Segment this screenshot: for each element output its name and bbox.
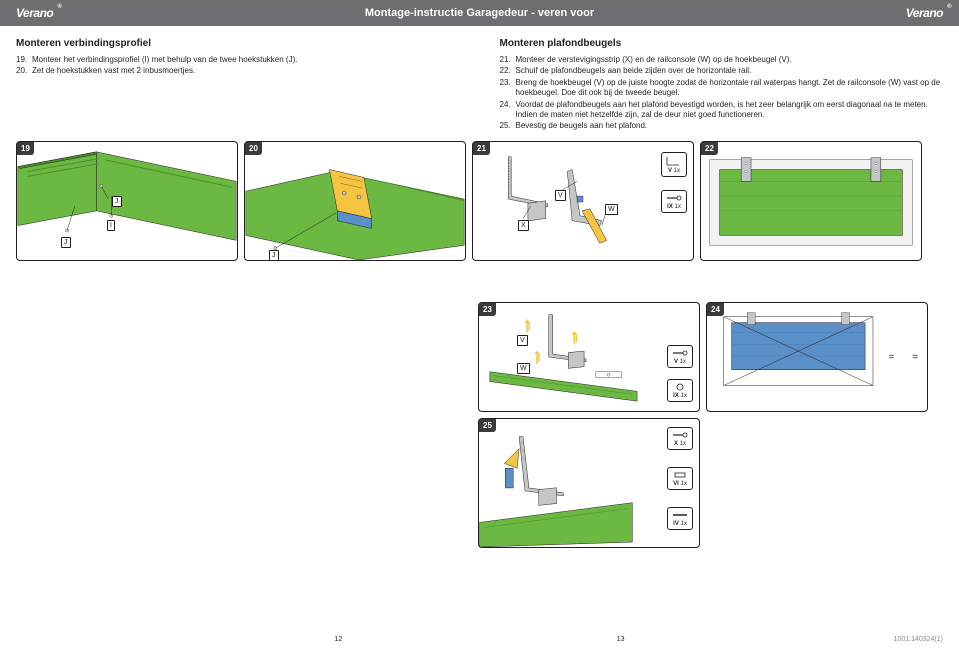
page-header: Verano® Montage-instructie Garagedeur - … [0, 0, 959, 26]
doc-id: 1001:140324(1) [863, 636, 943, 643]
page-number-right: 13 [581, 636, 661, 643]
brand-text: Verano [906, 6, 943, 20]
step-20: 20.Zet de hoekstukken vast met 2 inbusmo… [16, 66, 460, 76]
right-heading: Monteren plafondbeugels [500, 38, 944, 49]
label-v: V [555, 190, 566, 201]
figure-number: 20 [245, 142, 262, 155]
page-number-left: 12 [298, 636, 378, 643]
figure-number: 19 [17, 142, 34, 155]
figure-24: 24 = = [706, 302, 928, 412]
part-ix-1x-b: IX 1x [667, 379, 693, 402]
svg-text:=: = [889, 352, 895, 363]
label-i: I [107, 220, 115, 231]
fig24-svg: = = [707, 303, 927, 411]
left-heading: Monteren verbindingsprofiel [16, 38, 460, 49]
part-iv-1x: IV 1x [667, 507, 693, 530]
label-v2: V [517, 335, 528, 346]
step-24: 24.Voordat de plafondbeugels aan het pla… [500, 100, 944, 121]
instructions-row: Monteren verbindingsprofiel 19.Monteer h… [0, 26, 959, 133]
svg-text:=: = [912, 352, 918, 363]
fig21-svg [473, 142, 693, 260]
label-w: W [605, 204, 618, 215]
figure-21: 21 X V W V 1x IX 1x [472, 141, 694, 261]
fig25-svg [479, 419, 699, 547]
brand-text: Verano [16, 6, 53, 20]
figure-number: 25 [479, 419, 496, 432]
step-25: 25.Bevestig de beugels aan het plafond. [500, 121, 944, 131]
figure-20: 20 J [244, 141, 466, 261]
figures-row-1: 19 J I J 20 [0, 133, 959, 269]
label-w2: W [517, 363, 530, 374]
figure-number: 22 [701, 142, 718, 155]
step-21: 21.Monteer de verstevigingsstrip (X) en … [500, 55, 944, 65]
step-23: 23.Breng de hoekbeugel (V) op de juiste … [500, 78, 944, 99]
step-22: 22.Schuif de plafondbeugels aan beide zi… [500, 66, 944, 76]
figures-row-3: 25 X 1x VI 1x IV 1x [478, 418, 700, 548]
part-v-1x-b: V 1x [667, 345, 693, 368]
fig22-svg [701, 142, 921, 260]
part-x-1x: X 1x [667, 427, 693, 450]
page-footer: 12 13 1001:140324(1) [0, 636, 959, 643]
step-19: 19.Monteer het verbindingsprofiel (I) me… [16, 55, 460, 65]
figure-number: 21 [473, 142, 490, 155]
part-vi-1x: VI 1x [667, 467, 693, 490]
fig20-svg [245, 142, 465, 260]
figure-23: 23 V W V 1x IX 1x [478, 302, 700, 412]
label-x: X [518, 220, 529, 231]
fig23-svg [479, 303, 699, 411]
label-j2: J [112, 196, 122, 207]
part-ix-1x: IX 1x [661, 190, 687, 213]
figure-number: 23 [479, 303, 496, 316]
brand-logo-left: Verano® [16, 6, 53, 20]
label-j3: J [269, 250, 279, 261]
left-column: Monteren verbindingsprofiel 19.Monteer h… [16, 38, 480, 133]
figure-19: 19 J I J [16, 141, 238, 261]
figure-22: 22 [700, 141, 922, 261]
figure-number: 24 [707, 303, 724, 316]
header-title: Montage-instructie Garagedeur - veren vo… [365, 7, 594, 19]
figure-25: 25 X 1x VI 1x IV 1x [478, 418, 700, 548]
figures-row-2: 23 V W V 1x IX 1x 24 [478, 302, 928, 412]
part-v-1x: V 1x [661, 152, 687, 177]
label-j: J [61, 237, 71, 248]
fig19-svg [17, 142, 237, 260]
brand-logo-right: Verano® [906, 6, 943, 20]
right-column: Monteren plafondbeugels 21.Monteer de ve… [480, 38, 944, 133]
